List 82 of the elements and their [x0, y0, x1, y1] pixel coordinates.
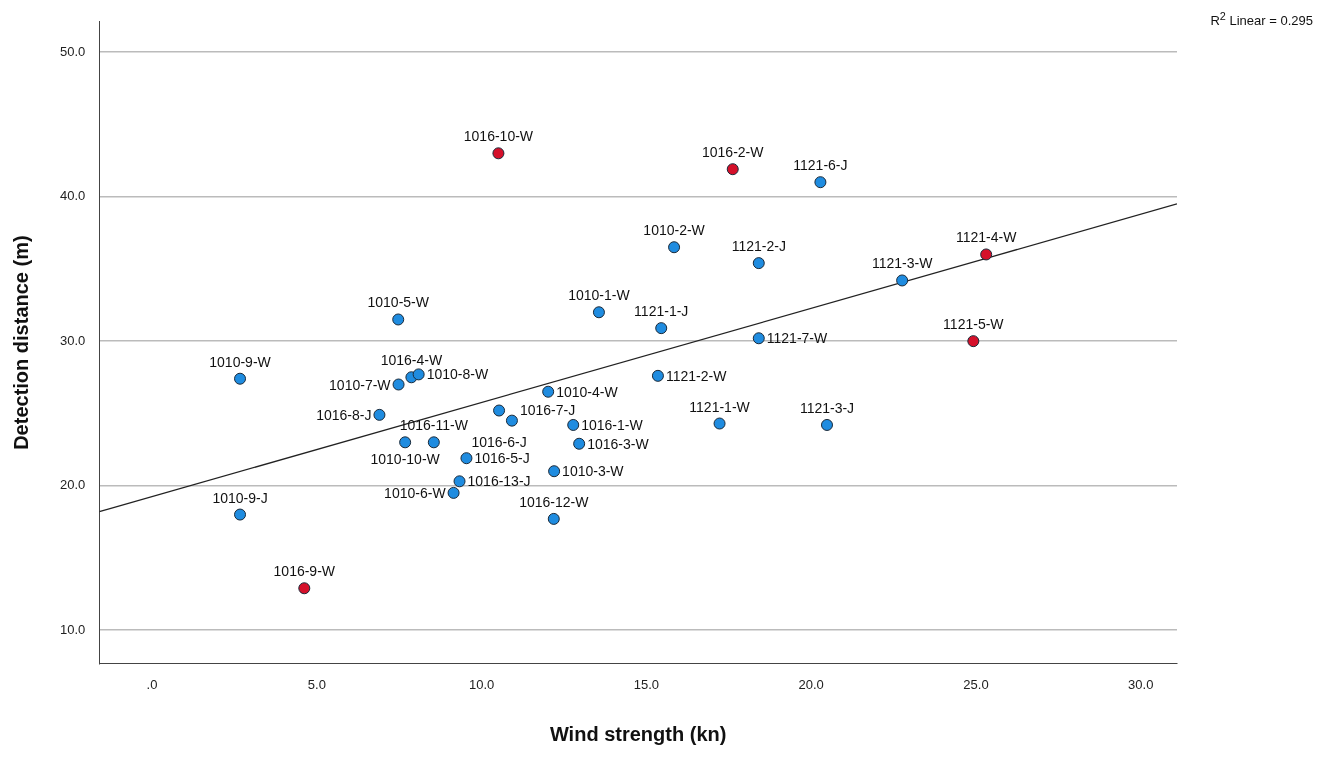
annotation: 1010-4-W	[556, 383, 619, 400]
annotation: 1121-2-W	[665, 367, 728, 384]
text: R$^{2}$ Linear = 0.295	[1210, 10, 1313, 29]
point	[651, 369, 664, 382]
annotation: 1010-8-W	[426, 366, 489, 383]
x-tick-label: .0	[146, 676, 158, 692]
annotation: 1016-9-W	[273, 563, 336, 580]
annotation: 1121-1-W	[689, 398, 751, 415]
annotation: 1016-2-W	[702, 144, 765, 161]
point	[752, 332, 765, 345]
point	[548, 465, 561, 478]
annotation: 1121-5-W	[943, 316, 1005, 333]
point	[821, 418, 833, 431]
point	[399, 436, 412, 449]
annotation: 1016-12-W	[519, 493, 590, 510]
point	[392, 313, 405, 326]
point	[567, 418, 580, 431]
annotation: 1016-11-W	[399, 417, 469, 434]
y-tick-label: 20.0	[59, 477, 86, 493]
point	[814, 176, 827, 189]
annotation: 1010-10-W	[370, 451, 441, 468]
annotation: 1016-3-W	[587, 435, 650, 452]
annotation: 1010-2-W	[643, 222, 706, 239]
point	[234, 508, 247, 521]
y-axis-title: Detection distance (m)	[9, 235, 32, 450]
point	[505, 414, 518, 427]
y-tick-label: 50.0	[59, 43, 86, 59]
point	[392, 378, 405, 391]
annotation: 1121-1-J	[634, 303, 689, 320]
point	[460, 452, 473, 465]
point	[655, 322, 668, 335]
y-tick-label: 30.0	[59, 332, 86, 348]
point	[298, 582, 311, 595]
annotation: 1121-7-W	[766, 330, 828, 347]
point	[412, 368, 425, 381]
point	[752, 257, 765, 270]
point	[573, 437, 586, 450]
point	[542, 385, 555, 398]
annotation: 1010-5-W	[367, 294, 430, 311]
x-axis-title: Wind strength (kn)	[549, 722, 727, 745]
annotation: 1016-6-J	[471, 433, 527, 450]
annotation: 1121-3-J	[799, 399, 855, 416]
y-tick-label: 40.0	[59, 188, 86, 204]
annotation: 1121-6-J	[793, 157, 848, 174]
annotation: 1121-2-J	[731, 238, 786, 255]
annotation: 1010-9-J	[212, 489, 268, 506]
annotation: 1016-4-W	[380, 352, 443, 369]
x-tick-label: 25.0	[963, 676, 989, 692]
point	[980, 248, 993, 261]
annotation: 1010-9-W	[209, 353, 272, 370]
point	[427, 436, 440, 449]
point	[713, 417, 726, 430]
point	[453, 475, 466, 488]
annotation: 1016-7-J	[519, 401, 576, 418]
point	[726, 163, 739, 176]
point	[547, 512, 560, 525]
point	[447, 486, 460, 499]
point	[668, 241, 681, 254]
annotation: 1121-3-W	[871, 255, 934, 272]
annotation: 1010-3-W	[562, 463, 625, 480]
x-tick-label: 30.0	[1128, 676, 1154, 692]
annotation: 1010-1-W	[568, 287, 631, 304]
annotation: 1016-8-J	[316, 406, 372, 423]
point	[896, 274, 909, 287]
annotation: 1010-7-W	[329, 376, 392, 393]
x-tick-label: 5.0	[307, 676, 326, 692]
x-tick-label: 20.0	[798, 676, 824, 692]
annotation: 1010-6-W	[384, 484, 447, 501]
x-tick-label: 10.0	[468, 676, 495, 692]
point	[493, 404, 506, 417]
y-tick-label: 10.0	[59, 621, 86, 637]
annotation: 1016-5-J	[474, 450, 530, 467]
point	[492, 147, 505, 160]
point	[234, 372, 247, 385]
annotation: 1016-10-W	[463, 128, 534, 145]
point	[592, 306, 605, 319]
point	[373, 408, 386, 421]
annotation: 1121-4-W	[955, 229, 1018, 246]
annotation: 1016-13-J	[467, 473, 531, 490]
x-tick-label: 15.0	[633, 676, 660, 692]
point	[967, 335, 980, 348]
annotation: 1016-1-W	[581, 416, 644, 433]
